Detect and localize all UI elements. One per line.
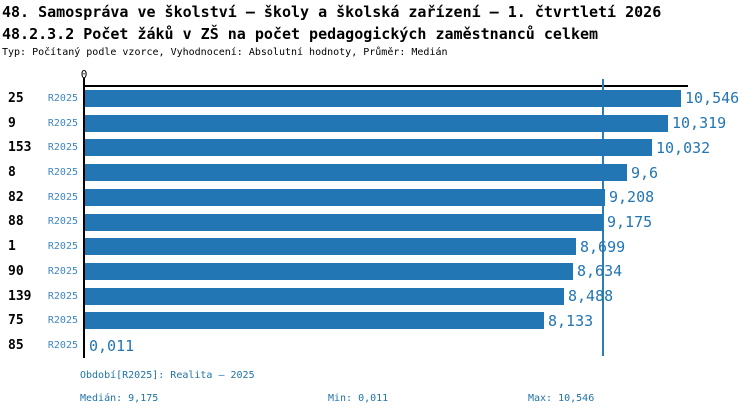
row-series-label: R2025 bbox=[47, 167, 78, 179]
row-category-label: 82 bbox=[8, 189, 24, 205]
footer-max-label: Max: 10,546 bbox=[528, 393, 595, 404]
bar-value-label: 0,011 bbox=[89, 336, 135, 355]
bar-value-label: 8,699 bbox=[580, 237, 626, 256]
x-axis-zero-label: 0 bbox=[80, 68, 88, 81]
footer-period-label: Období[R2025]: Realita – 2025 bbox=[80, 370, 255, 381]
row-series-label: R2025 bbox=[47, 315, 78, 327]
bar-value-label: 8,634 bbox=[577, 262, 623, 281]
chart-row: 1 R2025 8,699 bbox=[0, 234, 750, 259]
row-category-label: 153 bbox=[8, 140, 32, 156]
chart-row: 153 R2025 10,032 bbox=[0, 135, 750, 160]
footer-median-label: Medián: 9,175 bbox=[80, 393, 159, 404]
row-series-label: R2025 bbox=[47, 241, 78, 253]
row-category-label: 139 bbox=[8, 288, 32, 304]
chart-subtitle: 48.2.3.2 Počet žáků v ZŠ na počet pedago… bbox=[2, 25, 599, 43]
chart-row: 8 R2025 9,6 bbox=[0, 160, 750, 185]
bar bbox=[84, 238, 576, 256]
bar bbox=[84, 114, 668, 132]
chart-row: 75 R2025 8,133 bbox=[0, 308, 750, 333]
bar bbox=[84, 263, 573, 281]
row-series-label: R2025 bbox=[47, 290, 78, 302]
median-line bbox=[602, 79, 604, 356]
chart-row: 25 R2025 10,546 bbox=[0, 86, 750, 111]
bar-value-label: 10,319 bbox=[672, 114, 727, 133]
chart-meta-line: Typ: Počítaný podle vzorce, Vyhodnocení:… bbox=[2, 47, 448, 58]
row-series-label: R2025 bbox=[47, 340, 78, 352]
row-category-label: 88 bbox=[8, 214, 24, 230]
bar-chart-plot-area: 25 R2025 10,546 9 R2025 10,319 153 R2025… bbox=[0, 86, 750, 358]
bar bbox=[84, 139, 652, 157]
chart-row: 90 R2025 8,634 bbox=[0, 259, 750, 284]
row-series-label: R2025 bbox=[47, 142, 78, 154]
bar bbox=[84, 312, 544, 330]
bar bbox=[84, 213, 603, 231]
bar bbox=[84, 90, 681, 107]
row-category-label: 8 bbox=[8, 165, 16, 181]
row-series-label: R2025 bbox=[47, 191, 78, 203]
row-series-label: R2025 bbox=[47, 216, 78, 228]
page-title: 48. Samospráva ve školství – školy a ško… bbox=[2, 3, 662, 21]
bar bbox=[84, 287, 564, 305]
x-axis-line bbox=[84, 85, 688, 87]
row-series-label: R2025 bbox=[47, 265, 78, 277]
bar bbox=[84, 164, 627, 182]
bar-value-label: 8,133 bbox=[548, 311, 594, 330]
row-category-label: 25 bbox=[8, 90, 24, 106]
chart-row: 85 R2025 0,011 bbox=[0, 333, 750, 358]
bar bbox=[84, 188, 605, 206]
row-series-label: R2025 bbox=[47, 92, 78, 104]
bar-value-label: 9,175 bbox=[607, 212, 653, 231]
chart-row: 82 R2025 9,208 bbox=[0, 185, 750, 210]
bar-value-label: 9,208 bbox=[609, 188, 655, 207]
chart-row: 139 R2025 8,488 bbox=[0, 284, 750, 309]
chart-row: 9 R2025 10,319 bbox=[0, 111, 750, 136]
bar-value-label: 10,032 bbox=[656, 138, 711, 157]
row-category-label: 9 bbox=[8, 115, 16, 131]
row-category-label: 1 bbox=[8, 239, 16, 255]
bar-value-label: 10,546 bbox=[685, 89, 740, 108]
row-category-label: 75 bbox=[8, 313, 24, 329]
row-series-label: R2025 bbox=[47, 117, 78, 129]
footer-min-label: Min: 0,011 bbox=[328, 393, 389, 404]
bar-value-label: 8,488 bbox=[568, 287, 614, 306]
y-axis-line bbox=[83, 85, 85, 358]
chart-row: 88 R2025 9,175 bbox=[0, 210, 750, 235]
x-axis-zero-tick bbox=[83, 78, 85, 86]
bar-value-label: 9,6 bbox=[631, 163, 659, 182]
row-category-label: 90 bbox=[8, 263, 24, 279]
row-category-label: 85 bbox=[8, 338, 24, 354]
